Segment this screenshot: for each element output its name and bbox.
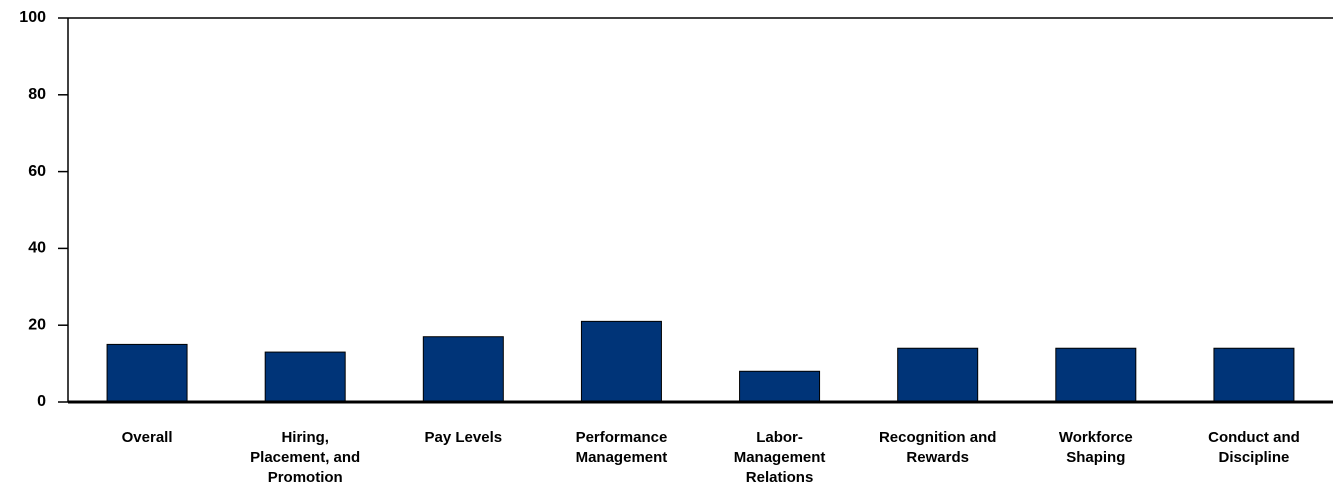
- x-tick-label: Overall: [121, 429, 173, 446]
- y-tick-label: 0: [37, 393, 46, 410]
- x-tick-label: Pay Levels: [424, 429, 503, 446]
- y-tick-label: 40: [28, 240, 46, 257]
- x-tick-label: Conduct and Discipline: [1208, 429, 1300, 466]
- y-tick-label: 80: [28, 86, 46, 103]
- bar: [106, 343, 188, 403]
- y-tick-label: 20: [28, 316, 46, 333]
- y-tick-label: 60: [28, 163, 46, 180]
- bar: [422, 336, 504, 403]
- x-tick-label: Recognition and Rewards: [878, 429, 997, 466]
- bar: [264, 351, 346, 403]
- bar: [1055, 347, 1137, 403]
- bar: [897, 347, 979, 403]
- x-tick-label: Labor- Management Relations: [733, 429, 826, 486]
- y-tick-label: 100: [19, 9, 46, 26]
- x-tick-label: Performance Management: [575, 429, 668, 466]
- x-tick-label: Hiring, Placement, and Promotion: [250, 429, 361, 486]
- bar: [580, 320, 662, 403]
- x-tick-label: Workforce Shaping: [1058, 429, 1133, 466]
- bar: [739, 370, 821, 403]
- bar: [1213, 347, 1295, 403]
